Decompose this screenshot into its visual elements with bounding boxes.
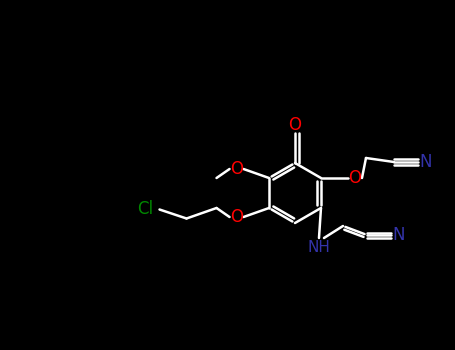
- Text: O: O: [230, 160, 243, 178]
- Text: N: N: [393, 226, 405, 244]
- Text: O: O: [230, 208, 243, 226]
- Text: Cl: Cl: [137, 201, 154, 218]
- Text: N: N: [420, 153, 432, 171]
- Text: O: O: [288, 116, 302, 134]
- Text: O: O: [349, 169, 361, 187]
- Text: NH: NH: [308, 240, 330, 256]
